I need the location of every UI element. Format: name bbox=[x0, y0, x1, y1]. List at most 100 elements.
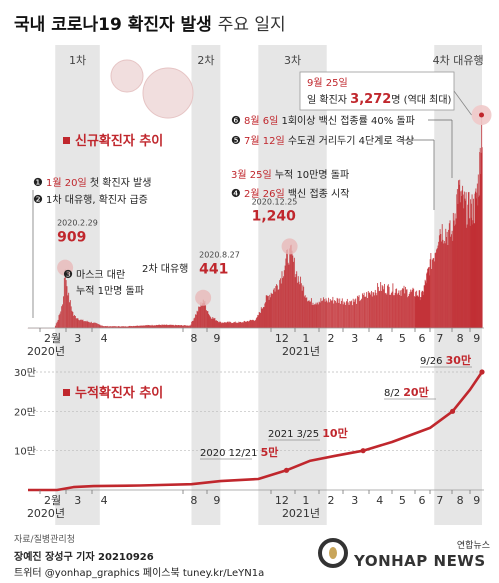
daily-bar bbox=[115, 326, 116, 328]
daily-bar bbox=[286, 249, 288, 328]
peak-text: 일 확진자 3,272명 (역대 최대) bbox=[307, 92, 452, 107]
daily-bar bbox=[464, 198, 466, 328]
daily-bar bbox=[365, 296, 367, 328]
daily-bar bbox=[247, 320, 249, 328]
daily-bar bbox=[452, 212, 454, 328]
wave-label: 2차 bbox=[197, 54, 214, 67]
daily-bar bbox=[326, 300, 328, 328]
daily-bar bbox=[178, 325, 180, 328]
daily-bar bbox=[301, 290, 303, 328]
daily-bar bbox=[476, 192, 478, 328]
daily-bar bbox=[340, 303, 342, 328]
daily-bar bbox=[83, 321, 85, 328]
daily-bar bbox=[276, 285, 278, 328]
event-number-badge: ❷ bbox=[33, 193, 43, 206]
daily-bar bbox=[396, 288, 398, 328]
daily-bar bbox=[470, 217, 472, 328]
daily-bar bbox=[424, 285, 426, 328]
daily-bar bbox=[313, 304, 315, 328]
daily-bar bbox=[215, 320, 217, 328]
daily-bar bbox=[475, 198, 477, 328]
daily-bar bbox=[130, 326, 132, 328]
event-desc: 1회이상 백신 접종률 40% 돌파 bbox=[281, 115, 414, 127]
daily-bar bbox=[100, 325, 102, 328]
daily-bar bbox=[319, 302, 321, 328]
cum-annotation-year: 2020 bbox=[200, 448, 229, 459]
daily-bar bbox=[442, 239, 444, 328]
daily-bar bbox=[323, 299, 325, 328]
daily-bar bbox=[129, 325, 130, 328]
daily-bar bbox=[431, 259, 433, 328]
year-label: 2021년 bbox=[282, 345, 320, 358]
daily-bar bbox=[120, 326, 122, 328]
daily-bar bbox=[417, 296, 419, 328]
daily-bar bbox=[441, 224, 443, 328]
daily-bar bbox=[199, 306, 201, 328]
daily-bar bbox=[164, 324, 166, 328]
daily-bar bbox=[103, 326, 105, 328]
highlight-date: 2020.2.29 bbox=[57, 219, 98, 228]
daily-bar bbox=[392, 283, 394, 328]
daily-bar bbox=[265, 302, 266, 328]
cum-x-tick-label: 4 bbox=[101, 494, 108, 507]
cum-x-tick-label: 12 bbox=[275, 494, 289, 507]
daily-bar bbox=[292, 255, 294, 328]
daily-bar bbox=[303, 296, 305, 328]
daily-bar bbox=[90, 321, 92, 328]
daily-bar bbox=[117, 326, 119, 328]
legend-square bbox=[63, 137, 70, 144]
event-text: 7월 12일 수도권 거리두기 4단계로 격상 bbox=[244, 134, 414, 147]
daily-x-tick-label: 6 bbox=[419, 332, 426, 345]
daily-bar bbox=[450, 236, 452, 328]
daily-bar bbox=[119, 326, 121, 328]
daily-x-tick-label: 3 bbox=[351, 332, 358, 345]
daily-bar bbox=[297, 276, 299, 328]
daily-bar bbox=[227, 321, 228, 328]
daily-bar bbox=[421, 290, 423, 328]
daily-bar bbox=[395, 288, 397, 328]
event-desc: 첫 확진자 발생 bbox=[90, 177, 152, 189]
daily-bar bbox=[447, 244, 449, 328]
daily-bar bbox=[165, 324, 167, 328]
daily-bar bbox=[466, 224, 468, 328]
daily-bar bbox=[318, 301, 320, 328]
daily-x-tick-label: 2 bbox=[328, 332, 335, 345]
cum-x-tick-label: 7 bbox=[436, 494, 443, 507]
daily-bar bbox=[390, 292, 392, 328]
cum-annotation: 2020 12/21 5만 bbox=[200, 445, 278, 459]
daily-bar bbox=[377, 286, 379, 328]
daily-bar bbox=[419, 300, 421, 328]
daily-bar bbox=[132, 326, 134, 328]
daily-bar bbox=[99, 324, 101, 328]
daily-bar bbox=[433, 257, 435, 328]
daily-bar bbox=[227, 321, 229, 328]
daily-bar bbox=[329, 299, 331, 328]
daily-bar bbox=[361, 293, 363, 328]
daily-bar bbox=[399, 294, 401, 328]
daily-bar bbox=[221, 322, 223, 328]
daily-bar bbox=[277, 289, 279, 328]
daily-bar bbox=[244, 321, 246, 328]
daily-bar bbox=[262, 306, 264, 328]
peak-dot bbox=[479, 112, 485, 118]
daily-bar bbox=[324, 301, 326, 328]
daily-bar bbox=[471, 203, 473, 328]
daily-bar bbox=[181, 325, 183, 328]
cum-annotation-value: 30만 bbox=[446, 353, 471, 367]
peak-value: 3,272 bbox=[350, 92, 391, 107]
daily-bar bbox=[448, 223, 450, 328]
daily-bar bbox=[179, 325, 181, 328]
daily-bar bbox=[189, 325, 191, 328]
daily-bar bbox=[334, 300, 336, 328]
daily-bar bbox=[264, 303, 266, 328]
peak-suffix: 명 (역대 최대) bbox=[391, 94, 451, 106]
daily-bar bbox=[66, 286, 68, 328]
daily-bar bbox=[91, 323, 93, 328]
daily-bar bbox=[169, 324, 171, 328]
daily-bar bbox=[177, 325, 178, 328]
daily-bar bbox=[424, 279, 426, 328]
daily-bar bbox=[131, 326, 133, 328]
daily-bar bbox=[155, 325, 157, 328]
daily-bar bbox=[356, 303, 358, 328]
daily-bar bbox=[217, 322, 219, 328]
